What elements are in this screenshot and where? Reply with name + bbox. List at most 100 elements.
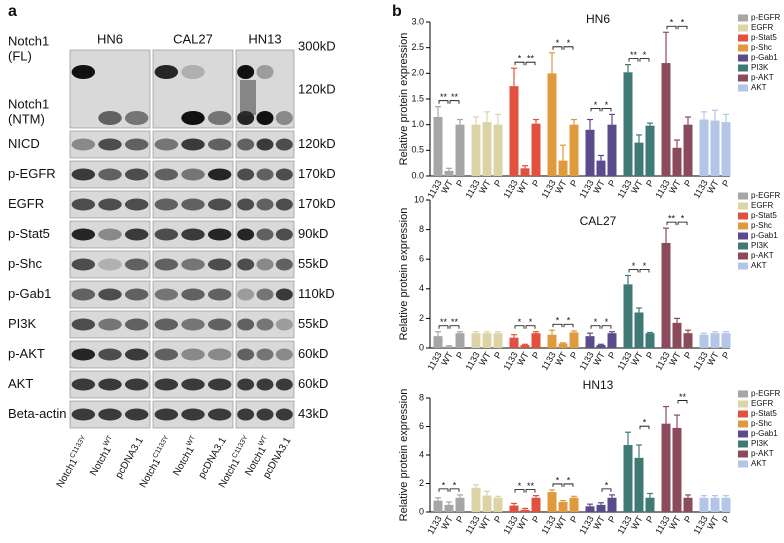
blot-band xyxy=(124,198,149,211)
x-tick-label: P xyxy=(606,350,618,360)
blot-band xyxy=(71,258,96,271)
x-tick-label: P xyxy=(530,178,542,188)
blot-band xyxy=(124,111,149,125)
row-label: Notch1 xyxy=(8,96,49,111)
bar xyxy=(455,333,465,348)
cell-line-label: HN13 xyxy=(248,31,281,46)
y-tick-label: 2 xyxy=(419,478,424,488)
significance-bracket xyxy=(552,483,563,487)
significance-bracket xyxy=(666,221,677,226)
blot-band xyxy=(71,408,96,421)
significance-bracket xyxy=(639,269,650,273)
lane-label: pcDNA3.1 xyxy=(113,435,146,480)
bar xyxy=(482,333,492,348)
bar xyxy=(558,502,568,512)
legend-swatch xyxy=(738,24,748,32)
blot-band xyxy=(154,65,179,79)
x-tick-label: WT xyxy=(591,514,607,532)
legend-swatch xyxy=(738,44,748,52)
lane-superscript: WT xyxy=(185,434,197,448)
size-label: 55kD xyxy=(298,316,328,331)
blot-band xyxy=(237,288,255,301)
significance-stars: * xyxy=(681,213,685,223)
blot-band xyxy=(256,111,274,125)
x-tick-label: P xyxy=(682,514,694,524)
legend-swatch xyxy=(738,420,748,428)
bar xyxy=(558,343,568,348)
x-tick-label: WT xyxy=(439,514,455,532)
significance-stars: ** xyxy=(668,213,676,223)
x-tick-label: P xyxy=(606,514,618,524)
bar xyxy=(683,497,693,512)
significance-stars: * xyxy=(556,475,560,485)
lane-superscript: C1133Y xyxy=(69,434,88,459)
significance-stars: * xyxy=(453,480,457,490)
bar xyxy=(569,124,579,176)
blot-band xyxy=(237,65,255,79)
blot-band xyxy=(181,168,205,181)
blot-band xyxy=(71,228,96,241)
legend-swatch xyxy=(738,232,748,240)
bar xyxy=(699,497,709,512)
bar xyxy=(531,497,541,512)
blot-band xyxy=(207,168,232,181)
legend-label: EGFR xyxy=(751,399,773,408)
lane-name: Notch1 xyxy=(137,456,163,489)
significance-bracket xyxy=(677,400,688,404)
significance-stars: * xyxy=(556,38,560,48)
significance-stars: * xyxy=(567,475,571,485)
blot-band xyxy=(154,288,179,301)
significance-stars: * xyxy=(594,100,598,110)
cell-line-label: HN6 xyxy=(97,31,123,46)
blot-band xyxy=(256,198,274,211)
blot-band xyxy=(124,408,149,421)
significance-stars: * xyxy=(567,38,571,48)
blot-band xyxy=(275,288,293,301)
y-tick-label: 6 xyxy=(419,254,424,264)
x-tick-label: P xyxy=(720,514,732,524)
blot-band xyxy=(124,168,149,181)
bar xyxy=(531,123,541,176)
significance-stars: ** xyxy=(527,54,535,64)
x-tick-label: WT xyxy=(629,350,645,368)
x-tick-label: WT xyxy=(667,178,683,196)
blot-band xyxy=(181,111,205,125)
bar xyxy=(520,345,530,348)
blot-band xyxy=(237,258,255,271)
x-tick-label: P xyxy=(644,350,656,360)
x-tick-label: WT xyxy=(629,514,645,532)
legend-swatch xyxy=(738,440,748,448)
significance-stars: * xyxy=(605,100,609,110)
legend-label: p-AKT xyxy=(751,73,774,82)
blot-band xyxy=(256,348,274,361)
bar xyxy=(596,504,606,512)
blot-band xyxy=(275,111,293,125)
size-label: 60kD xyxy=(298,346,328,361)
legend-label: EGFR xyxy=(751,201,773,210)
significance-stars: * xyxy=(605,317,609,327)
significance-stars: ** xyxy=(451,317,459,327)
y-tick-label: 0.5 xyxy=(411,145,424,155)
blot-band xyxy=(98,228,122,241)
x-tick-label: WT xyxy=(553,178,569,196)
blot-band xyxy=(71,65,96,79)
lane-superscript: WT xyxy=(257,434,269,448)
bar xyxy=(433,336,443,348)
bar xyxy=(661,423,671,512)
blot-band xyxy=(98,138,122,151)
blot-band xyxy=(181,378,205,391)
blot-band xyxy=(275,168,293,181)
y-tick-label: 2.5 xyxy=(411,42,424,52)
significance-bracket xyxy=(514,325,525,329)
legend-label: PI3K xyxy=(751,241,769,250)
x-tick-label: WT xyxy=(591,350,607,368)
x-tick-label: WT xyxy=(515,514,531,532)
legend-label: p-EGFR xyxy=(751,191,781,200)
blot-band xyxy=(71,348,96,361)
bar xyxy=(596,160,606,176)
significance-bracket xyxy=(628,269,639,273)
row-label: NICD xyxy=(8,136,40,151)
legend-label: AKT xyxy=(751,459,767,468)
bar xyxy=(683,124,693,176)
